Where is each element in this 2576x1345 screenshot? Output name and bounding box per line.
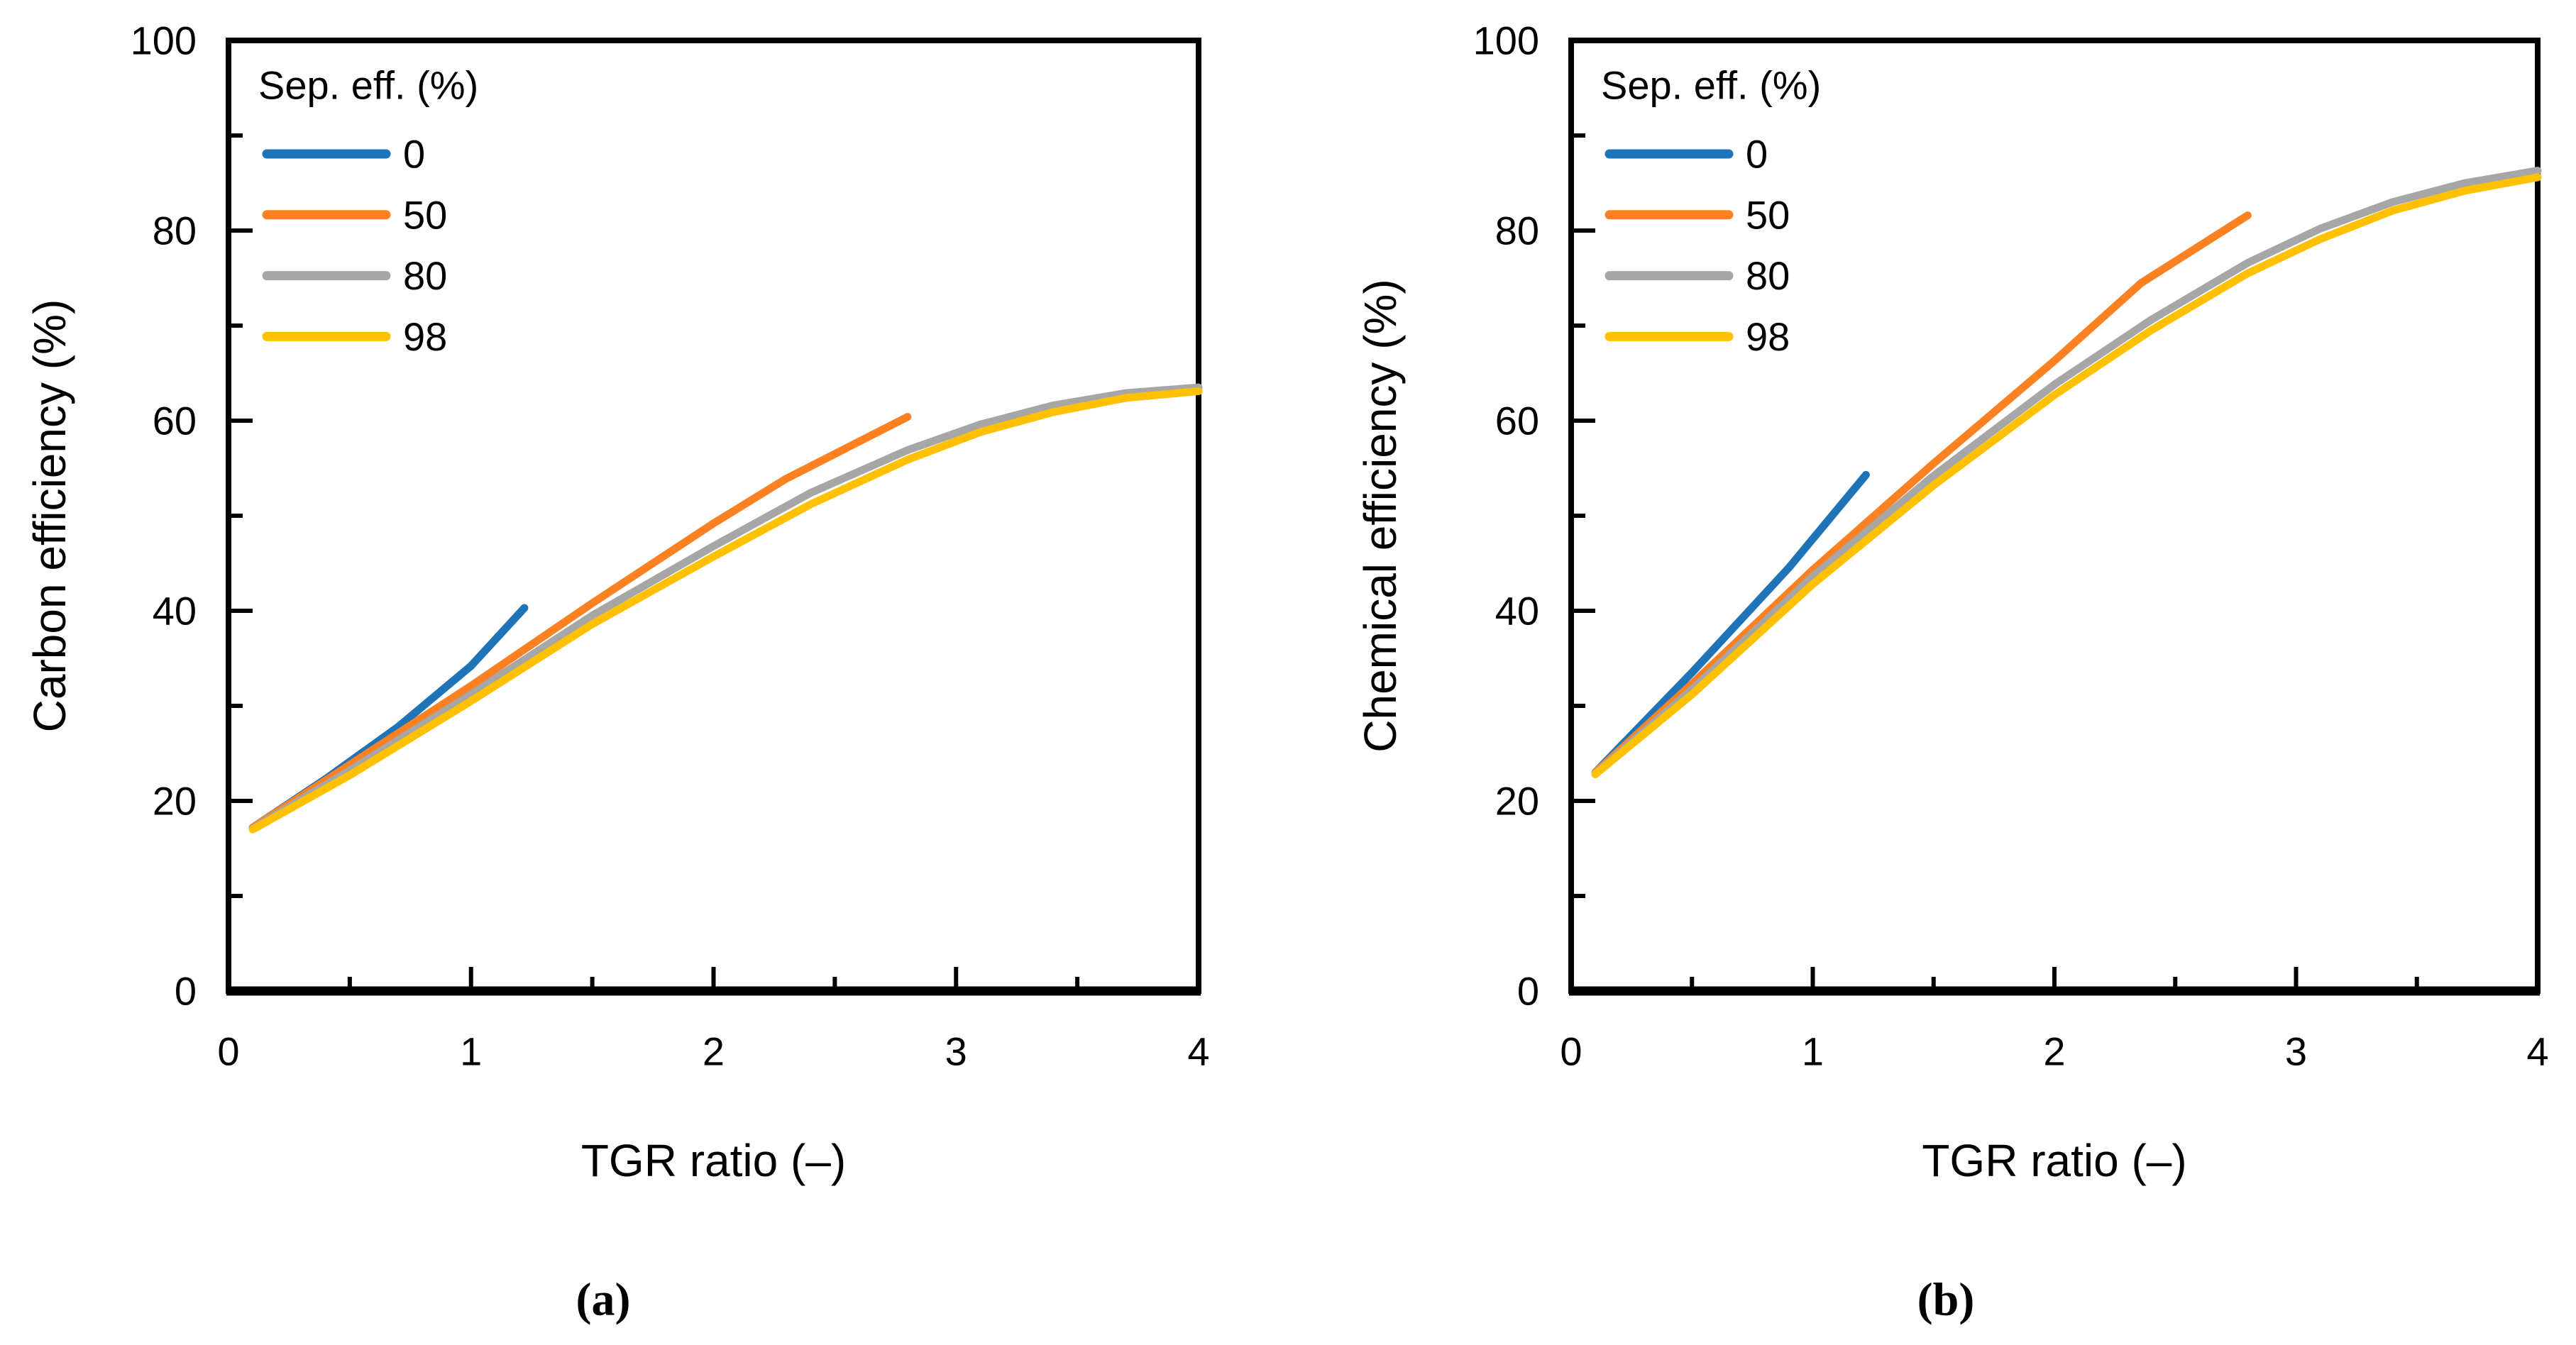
legend-title: Sep. eff. (%) (1601, 63, 1821, 108)
chart-b: 0 20 40 60 80 100 0 1 2 3 4 TGR ratio (–) Chemical e… (1355, 18, 2549, 1326)
series-line-50 (248, 413, 912, 832)
x-tick-label: 3 (945, 1029, 967, 1074)
y-tick-label: 80 (1495, 209, 1539, 253)
legend: Sep. eff. (%) 0 50 80 98 (1601, 63, 1821, 359)
y-tick-label: 40 (153, 589, 197, 633)
legend-label: 0 (403, 132, 425, 177)
legend-label: 80 (403, 253, 447, 298)
x-tick-label: 0 (217, 1029, 239, 1074)
subfigure-label: (a) (576, 1274, 631, 1326)
series-line-98 (1591, 173, 2542, 778)
y-tick-label: 0 (175, 969, 197, 1014)
legend-label: 50 (403, 192, 447, 237)
legend-label: 80 (1746, 253, 1790, 298)
y-tick-label: 0 (1517, 969, 1539, 1014)
x-tick-label: 0 (1560, 1029, 1582, 1074)
x-axis-title: TGR ratio (–) (1922, 1135, 2186, 1186)
series-line-0 (248, 604, 529, 832)
plot-border (1568, 38, 2541, 994)
y-tick-label: 20 (153, 779, 197, 824)
x-tick-label: 1 (460, 1029, 482, 1074)
x-tick-label: 2 (2043, 1029, 2065, 1074)
y-tick-label: 60 (1495, 399, 1539, 443)
x-tick-label: 2 (703, 1029, 725, 1074)
legend-label: 0 (1746, 132, 1768, 177)
y-tick-label: 40 (1495, 589, 1539, 633)
x-tick-label: 4 (2526, 1029, 2548, 1074)
series-line-80 (248, 383, 1203, 833)
subfigure-label: (b) (1917, 1274, 1975, 1326)
series-line-80 (1591, 167, 2542, 777)
y-axis-title: Chemical efficiency (%) (1355, 279, 1406, 752)
x-tick-label: 3 (2285, 1029, 2307, 1074)
y-tick-label: 100 (1473, 18, 1539, 63)
legend-label: 98 (1746, 314, 1790, 359)
x-tick-label: 4 (1187, 1029, 1209, 1074)
y-tick-label: 20 (1495, 779, 1539, 824)
legend: Sep. eff. (%) 0 50 80 98 (258, 63, 478, 359)
legend-title: Sep. eff. (%) (258, 63, 478, 108)
legend-label: 98 (403, 314, 447, 359)
series-line-50 (1591, 211, 2252, 777)
x-tick-label: 1 (1802, 1029, 1824, 1074)
chart-a: 0 20 40 60 80 100 0 1 2 3 4 TGR ratio (–) Carbon eff… (24, 18, 1210, 1326)
y-tick-label: 80 (153, 209, 197, 253)
y-axis-title: Carbon efficiency (%) (24, 299, 75, 733)
y-tick-label: 100 (131, 18, 197, 63)
series-line-0 (1591, 470, 1870, 777)
plot-border (226, 38, 1201, 994)
series-line-98 (248, 387, 1203, 834)
legend-label: 50 (1746, 192, 1790, 237)
x-axis-title: TGR ratio (–) (581, 1135, 846, 1186)
y-tick-label: 60 (153, 399, 197, 443)
